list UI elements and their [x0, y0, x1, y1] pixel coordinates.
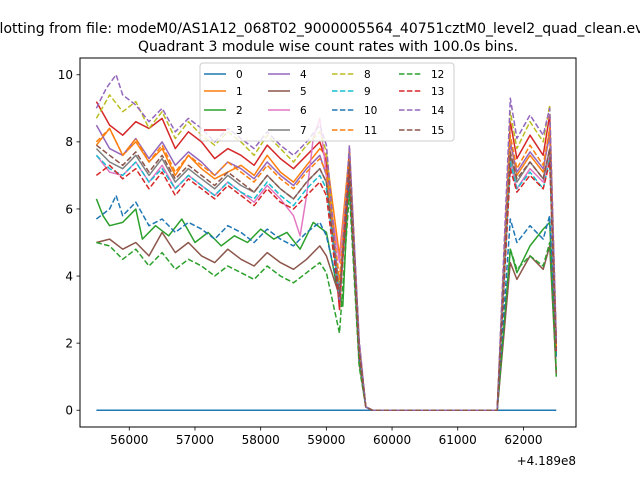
series-line-8	[95, 94, 558, 411]
series-line-14	[95, 74, 558, 411]
series-line-5	[96, 181, 558, 411]
x-tick-label: 60000	[373, 433, 411, 447]
legend-label-8: 8	[364, 69, 371, 81]
legend-label-7: 7	[300, 125, 307, 137]
x-tick-label: 57000	[176, 433, 214, 447]
legend-label-9: 9	[364, 86, 371, 98]
y-tick-label: 2	[65, 336, 73, 350]
legend-label-5: 5	[300, 86, 307, 98]
series-line-13	[95, 161, 558, 411]
legend-label-4: 4	[300, 69, 307, 81]
x-axis: 56000 57000 58000 59000 60000 61000 62000	[110, 427, 543, 447]
legend-label-12: 12	[431, 69, 444, 81]
x-tick-label: 62000	[504, 433, 542, 447]
y-tick-label: 8	[65, 135, 73, 149]
series-line-12	[96, 191, 558, 411]
x-tick-label: 59000	[307, 433, 345, 447]
x-tick-label: 56000	[110, 433, 148, 447]
y-tick-label: 4	[65, 269, 73, 283]
legend-frame	[199, 62, 455, 142]
chart-title: Quadrant 3 module wise count rates with …	[138, 39, 518, 55]
y-axis: 0 2 4 6 8 10	[58, 68, 80, 418]
legend-label-0: 0	[236, 69, 243, 81]
legend-label-13: 13	[431, 86, 444, 98]
x-tick-label: 61000	[439, 433, 477, 447]
series-line-10	[95, 174, 558, 411]
legend-label-10: 10	[364, 105, 377, 117]
plot-frame	[79, 57, 577, 428]
figure-suptitle: Plotting from file: modeM0/AS1A12_068T02…	[0, 21, 640, 37]
y-tick-label: 6	[65, 202, 73, 216]
x-tick-label: 58000	[242, 433, 280, 447]
legend-label-1: 1	[236, 86, 243, 98]
legend-label-11: 11	[364, 125, 377, 137]
x-offset-label: +4.189e8	[517, 454, 576, 468]
series-line-2	[95, 164, 558, 411]
y-tick-label: 10	[58, 68, 73, 82]
plot-lines	[95, 74, 558, 411]
legend-label-15: 15	[431, 125, 444, 137]
legend-label-6: 6	[300, 105, 307, 117]
series-line-15	[95, 144, 558, 411]
legend-label-2: 2	[236, 105, 243, 117]
legend-label-3: 3	[236, 125, 243, 137]
y-tick-label: 0	[65, 404, 73, 418]
legend-label-14: 14	[431, 105, 445, 117]
series-line-9	[95, 154, 558, 411]
